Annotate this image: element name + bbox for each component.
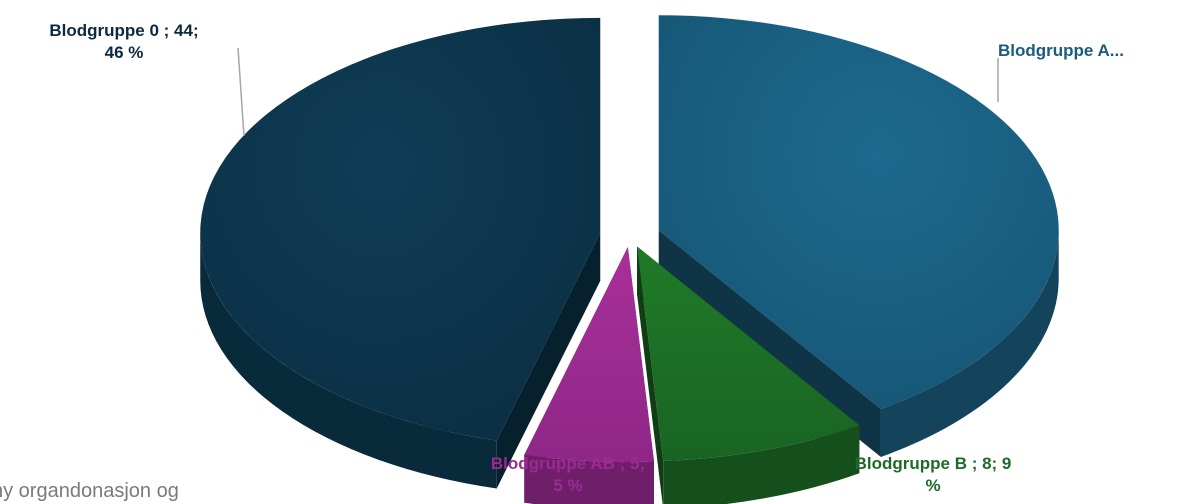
pie-slice-top-blodgruppe-0	[200, 17, 601, 441]
pie-slice-top-blodgruppe-b	[637, 246, 860, 461]
pie-slice-wall-blodgruppe-b-1	[637, 246, 664, 504]
pie-slice-top-blodgruppe-ab	[524, 247, 655, 463]
pie-slice-wall-blodgruppe-0-0	[496, 232, 601, 489]
pie-slice-blodgruppe-b	[637, 246, 860, 504]
pie-slice-edge-blodgruppe-0	[200, 232, 497, 489]
data-label-blodgruppe-b: Blodgruppe B ; 8; 9 %	[854, 454, 1012, 495]
leader-line-blodgruppe-0	[237, 47, 245, 137]
pie-slice-edge-blodgruppe-b	[663, 425, 860, 504]
pie-slice-edge-blodgruppe-ab	[524, 454, 655, 504]
pie-slice-top-blodgruppe-a	[658, 15, 1059, 409]
pie-slice-edge-blodgruppe-a	[880, 230, 1059, 457]
data-label-blodgruppe-0: Blodgruppe 0 ; 44; 46 %	[49, 21, 199, 62]
pie-slice-blodgruppe-0	[200, 17, 601, 489]
data-label-blodgruppe-a: Blodgruppe A...	[998, 41, 1124, 60]
data-label-blodgruppe-ab: Blodgruppe AB ; 5; 5 %	[490, 454, 646, 495]
pie-slice-blodgruppe-ab	[524, 247, 655, 504]
footer-text: ny organdonasjon og	[0, 480, 179, 502]
